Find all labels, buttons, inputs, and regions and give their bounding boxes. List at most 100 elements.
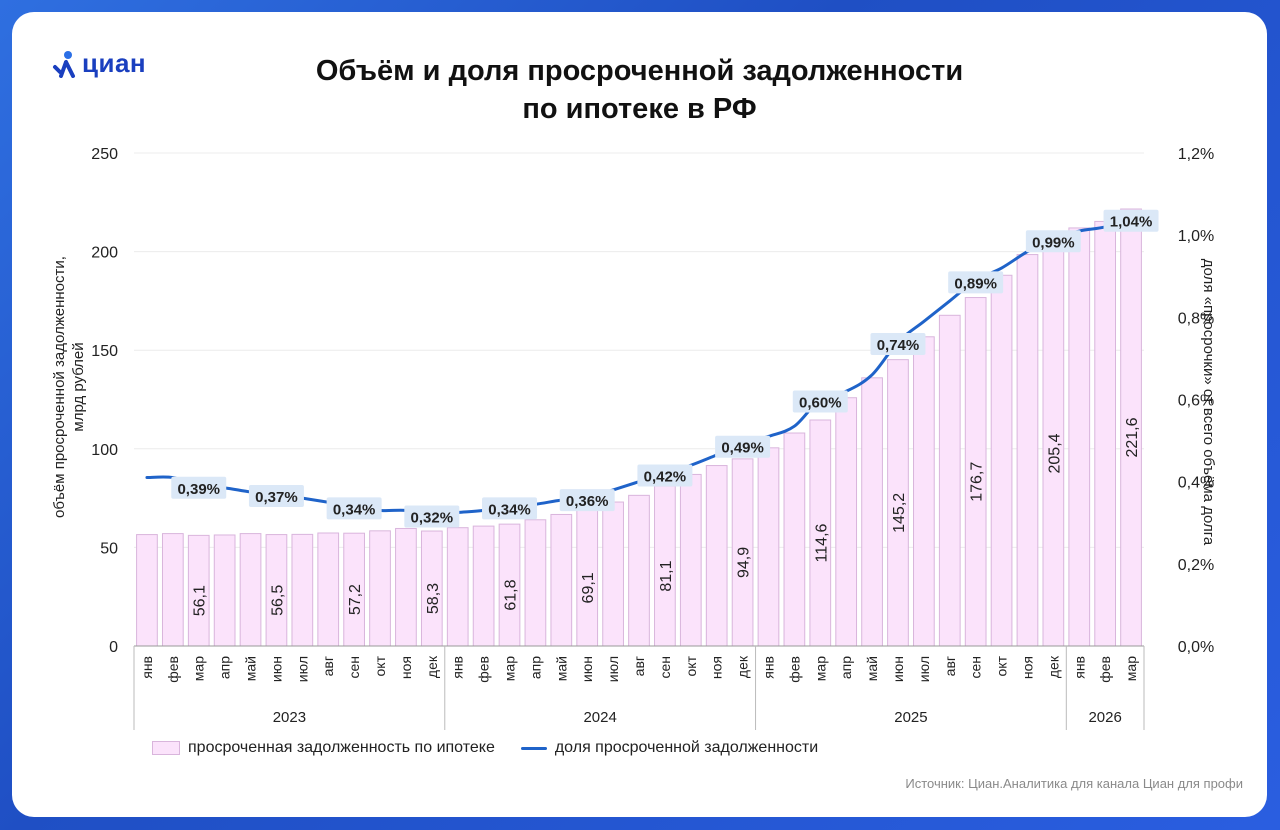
y-tick-right: 1,2% <box>1178 146 1214 163</box>
line-value-label-bg <box>870 332 926 355</box>
x-tick-label: фев <box>476 656 492 683</box>
year-label: 2024 <box>583 709 616 726</box>
bar <box>291 533 314 647</box>
x-tick-label: мар <box>191 656 207 681</box>
x-tick-label: авг <box>942 656 958 676</box>
line-value-label-bg <box>1103 209 1159 232</box>
line-value-label-bg <box>948 271 1004 294</box>
y-axis-left-label: объём просроченной задолженности, млрд р… <box>50 207 88 567</box>
x-tick-label: апр <box>217 656 233 679</box>
bar-value-label: 69,1 <box>580 572 597 603</box>
y-tick-left: 150 <box>91 343 118 360</box>
bar <box>913 336 935 647</box>
bar-value-label: 56,1 <box>192 585 209 616</box>
legend: просроченная задолженность по ипотеке до… <box>152 739 818 757</box>
x-tick-label: окт <box>683 655 699 676</box>
x-tick-label: мар <box>812 656 828 681</box>
x-tick-label: окт <box>372 655 388 676</box>
x-tick-label: окт <box>994 655 1010 676</box>
line-value-label: 0,32% <box>411 510 454 527</box>
y-tick-right: 0,6% <box>1178 393 1214 410</box>
x-tick-label: сен <box>346 656 362 679</box>
line-value-label-bg <box>559 489 615 512</box>
year-label: 2026 <box>1088 709 1121 726</box>
y-tick-right: 1,0% <box>1178 228 1214 245</box>
x-tick-label: янв <box>760 656 776 679</box>
bar <box>705 465 728 647</box>
bar <box>395 527 417 647</box>
bar-value-label: 221,6 <box>1124 417 1141 457</box>
chart-title: Объём и доля просроченной задолженности … <box>12 52 1267 128</box>
x-tick-label: сен <box>657 656 673 679</box>
x-tick-label: дек <box>735 655 751 678</box>
x-tick-label: фев <box>165 656 181 683</box>
bar <box>938 314 961 647</box>
legend-bar-swatch <box>152 741 180 755</box>
y-tick-left: 100 <box>91 442 118 459</box>
line-value-label-bg <box>715 435 771 458</box>
line-value-label: 0,39% <box>177 481 220 498</box>
line-value-label-bg <box>248 484 304 507</box>
line-value-label: 1,04% <box>1110 214 1153 231</box>
bar <box>628 494 650 647</box>
bar <box>1094 220 1117 647</box>
legend-line-swatch <box>520 746 547 750</box>
bar <box>446 527 469 647</box>
bar-value-label: 58,3 <box>425 583 442 614</box>
x-tick-label: сен <box>968 656 984 679</box>
bar <box>317 532 340 647</box>
x-tick-label: ноя <box>398 656 414 679</box>
legend-line-label: доля просроченной задолженности <box>554 739 819 756</box>
brand-logo[interactable]: циан <box>52 48 146 79</box>
y-tick-right: 0,8% <box>1178 310 1214 327</box>
line-value-label-bg <box>637 464 693 487</box>
x-tick-label: ноя <box>709 656 725 679</box>
bar-value-label: 56,5 <box>269 585 286 616</box>
bar <box>679 473 702 647</box>
x-tick-label: авг <box>320 656 336 676</box>
x-tick-label: июл <box>916 656 932 682</box>
bar <box>1016 254 1039 647</box>
line-value-label-bg <box>1025 230 1081 253</box>
bar <box>861 377 883 647</box>
x-tick-label: авг <box>631 656 647 676</box>
x-tick-label: дек <box>1045 655 1061 678</box>
x-tick-label: июл <box>605 656 621 682</box>
bar <box>602 501 624 647</box>
line-value-label-bg <box>326 497 382 520</box>
x-tick-label: янв <box>450 656 466 679</box>
source-note[interactable]: Источник: Циан.Аналитика для канала Циан… <box>905 776 1243 791</box>
x-tick-label: июн <box>268 656 284 682</box>
year-label: 2025 <box>894 709 927 726</box>
legend-bar-label: просроченная задолженность по ипотеке <box>188 739 495 756</box>
x-tick-label: июн <box>579 656 595 682</box>
line-value-label: 0,60% <box>799 395 842 412</box>
chart-card: циан Объём и доля просроченной задолженн… <box>12 12 1267 817</box>
bar <box>239 533 262 647</box>
bar <box>369 530 391 647</box>
bar <box>161 533 184 647</box>
x-tick-label: фев <box>786 656 802 683</box>
bar-value-label: 57,2 <box>347 584 364 615</box>
x-tick-label: июл <box>294 656 310 682</box>
bar <box>136 534 158 647</box>
x-tick-label: июн <box>890 656 906 682</box>
line-value-label: 0,42% <box>644 468 687 485</box>
y-axis-left-label-line1: объём просроченной задолженности, <box>51 256 68 518</box>
bar-value-label: 205,4 <box>1046 433 1063 473</box>
x-tick-label: фев <box>1097 656 1113 683</box>
bar <box>835 397 858 647</box>
bar-value-label: 145,2 <box>891 493 908 533</box>
line-value-label: 0,49% <box>721 440 764 457</box>
line-value-label-bg <box>171 476 227 499</box>
x-tick-label: мар <box>1123 656 1139 681</box>
x-tick-label: ноя <box>1019 656 1035 679</box>
chart-canvas: 0 50 100 150 200 250 0,0% 0,2% 0,4% 0,6% 0,8% 1,0% 1… <box>91 146 1214 730</box>
y-tick-left: 0 <box>109 639 118 656</box>
x-tick-label: май <box>864 656 880 681</box>
y-tick-left: 200 <box>91 245 118 262</box>
line-value-label: 0,99% <box>1032 234 1075 251</box>
bar-value-label: 114,6 <box>813 523 830 562</box>
y-tick-right: 0,2% <box>1178 557 1214 574</box>
x-tick-label: янв <box>1071 656 1087 679</box>
